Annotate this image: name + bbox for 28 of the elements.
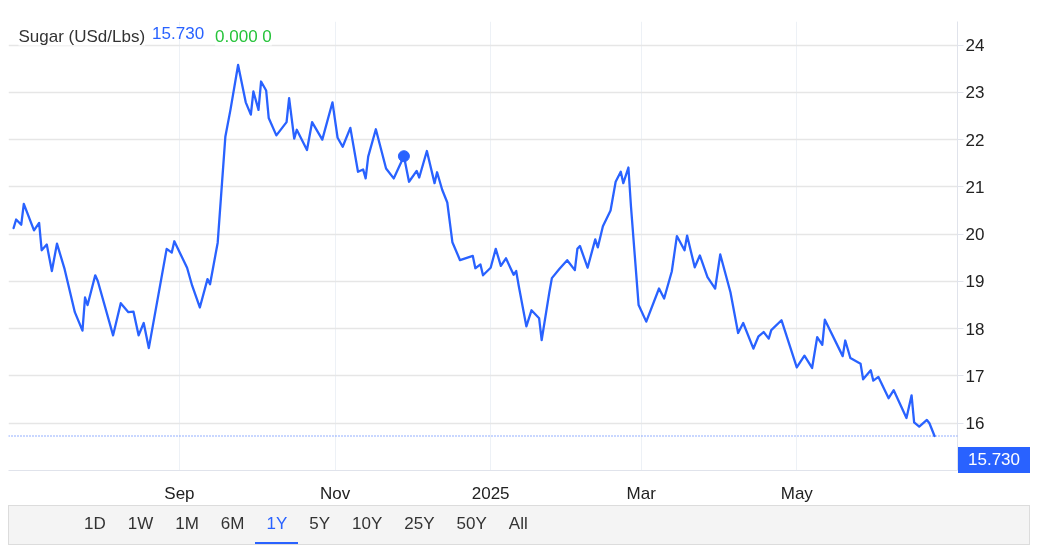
y-tick-label: 18 [965,319,985,339]
y-tick-label: 22 [965,130,985,150]
y-tick-label: 23 [965,83,985,103]
y-tick-label: 20 [965,225,985,245]
y-tick-label: 21 [965,177,985,197]
text: 25Y [403,512,436,535]
ref-line-label: 15.730 [958,447,1030,473]
y-tick-label: 17 [965,366,985,386]
y-tick-label: 16 [965,414,985,434]
text: 5Y [308,512,332,535]
x-tick-label: Mar [626,483,657,503]
text: 10Y [351,512,384,535]
y-tick-label: 19 [965,272,985,292]
x-tick-label: Nov [319,483,351,503]
text: 1W [126,512,155,535]
text: 1Y [255,506,299,544]
annotation: 0.000 0 [215,26,272,46]
text: 6M [219,512,246,535]
x-tick-label: Sep [164,483,195,503]
text: 1D [83,512,107,535]
y-tick-label: 24 [965,36,985,56]
annotation: 15.730 [152,23,205,43]
text: 1M [174,512,200,535]
x-tick-label: 2025 [471,483,510,503]
text: 50Y [455,512,488,535]
text: All [507,512,529,535]
chart-title: Sugar (USd/Lbs) [18,26,146,46]
x-tick-label: May [780,483,814,503]
